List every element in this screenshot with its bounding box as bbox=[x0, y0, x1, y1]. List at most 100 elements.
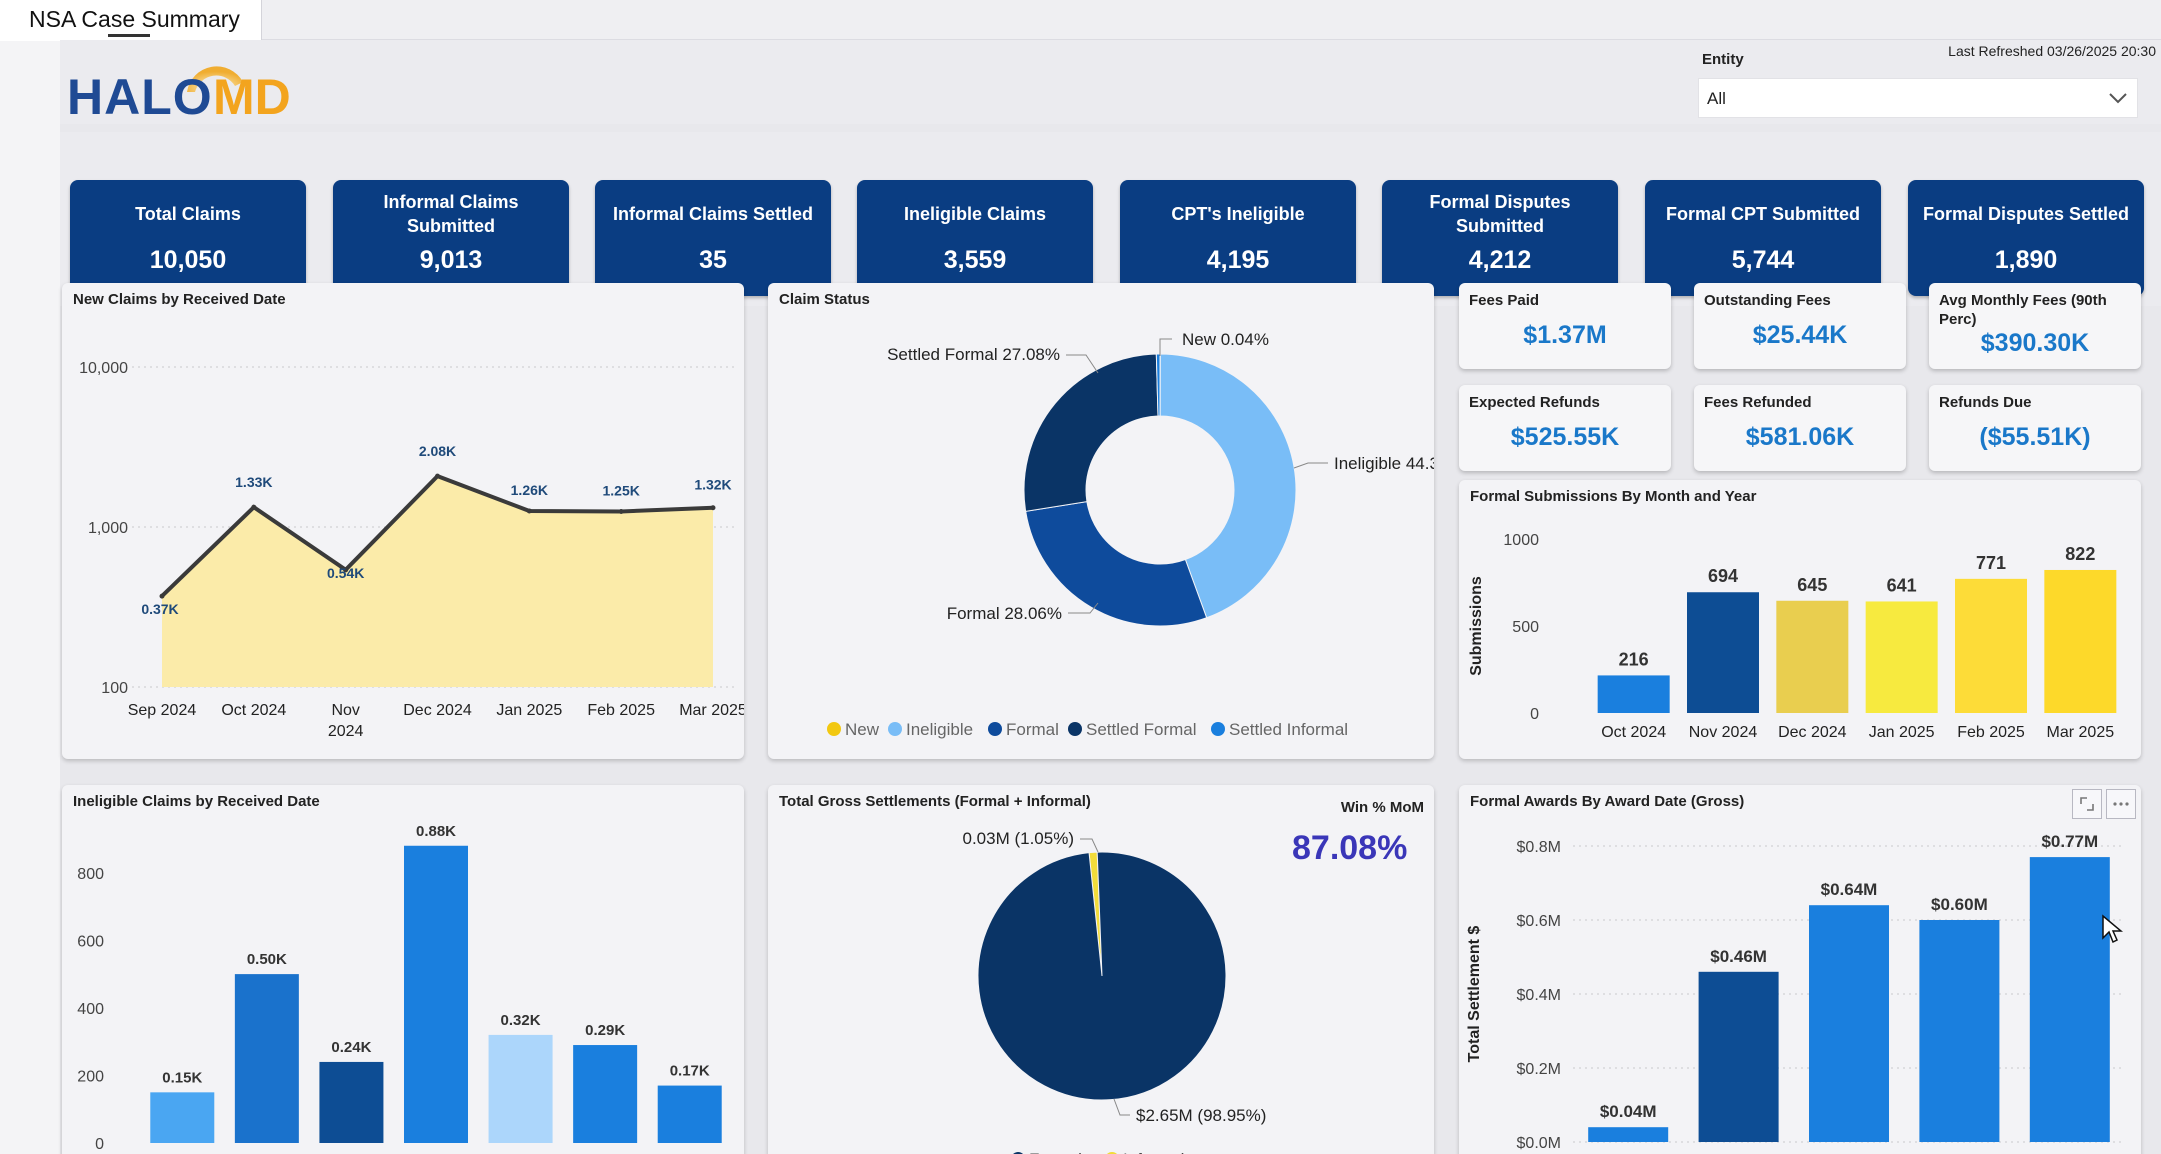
svg-text:HALO: HALO bbox=[67, 69, 213, 122]
leader-line bbox=[1293, 462, 1328, 469]
data-label: 2.08K bbox=[419, 443, 456, 459]
slice-label: 0.03M (1.05%) bbox=[963, 829, 1075, 848]
data-label: 1.33K bbox=[235, 474, 272, 490]
formal-awards-bar-chart: $0.0M$0.2M$0.4M$0.6M$0.8M$0.04MNov 2024$… bbox=[1466, 832, 2125, 1154]
report-canvas: HALO MD Entity All Last Refreshed 03/26/… bbox=[60, 40, 2161, 1154]
data-label: 0.29K bbox=[585, 1022, 625, 1039]
bar bbox=[150, 1092, 215, 1143]
legend-marker bbox=[827, 722, 841, 736]
y-tick-label: 600 bbox=[77, 933, 104, 950]
formal-awards-chart-card[interactable]: Formal Awards By Award Date (Gross) $0.0… bbox=[1459, 785, 2141, 1154]
y-tick-label: 0 bbox=[95, 1136, 104, 1153]
bar bbox=[573, 1045, 638, 1143]
data-label: 1.26K bbox=[511, 482, 548, 498]
fee-value: $525.55K bbox=[1510, 423, 1620, 451]
gross-settlements-chart-card[interactable]: Total Gross Settlements (Formal + Inform… bbox=[768, 785, 1434, 1154]
page-tab-bar: NSA Case Summary bbox=[0, 0, 2161, 41]
report-header: HALO MD Entity All Last Refreshed 03/26/… bbox=[60, 40, 2161, 124]
data-label: 0.15K bbox=[162, 1069, 202, 1086]
kpi-label: Ineligible Claims bbox=[903, 204, 1047, 224]
mouse-cursor-icon bbox=[2102, 914, 2123, 944]
leader-line bbox=[1159, 338, 1172, 356]
slice-label: Settled Formal 27.08% bbox=[887, 345, 1060, 364]
y-tick-label: 10,000 bbox=[79, 360, 128, 377]
legend-label: Settled Formal bbox=[1086, 720, 1197, 739]
legend-label: Informal bbox=[1123, 1150, 1184, 1154]
y-axis-title: Submissions bbox=[1468, 576, 1485, 676]
x-tick-label: Feb 2025 bbox=[587, 702, 655, 719]
x-tick-label: Sep 2024 bbox=[128, 702, 197, 719]
fee-card-expected-refunds: Expected Refunds $525.55K bbox=[1459, 385, 1671, 471]
x-tick-label: Mar 2025 bbox=[679, 702, 744, 719]
donut-slice-ineligible bbox=[1159, 353, 1297, 619]
bar bbox=[1687, 592, 1759, 713]
data-label: 0.17K bbox=[670, 1063, 710, 1080]
tab-nsa-case-summary[interactable]: NSA Case Summary bbox=[0, 0, 262, 41]
donut-slice-settled-formal bbox=[1023, 353, 1159, 512]
data-label: 771 bbox=[1976, 553, 2006, 573]
new-claims-area-chart: 10,000 1,000 100 0.37K Sep 2024 1.33K Oct 2024… bbox=[79, 360, 744, 740]
chevron-down-icon bbox=[2109, 93, 2127, 104]
chart-title: Claim Status bbox=[779, 291, 870, 308]
data-label: 0.54K bbox=[327, 565, 364, 581]
data-label: 0.24K bbox=[331, 1039, 371, 1056]
legend-marker bbox=[1068, 722, 1082, 736]
chart-title: New Claims by Received Date bbox=[73, 291, 286, 308]
leader-line bbox=[1080, 838, 1099, 853]
x-tick-label: Jan 2025 bbox=[496, 702, 562, 719]
x-tick-label: Jan 2025 bbox=[1869, 724, 1935, 741]
y-axis-title: Total Settlement $ bbox=[1466, 926, 1483, 1063]
data-label: 694 bbox=[1708, 566, 1738, 586]
x-tick-label: Mar 2025 bbox=[2047, 724, 2115, 741]
win-pct-label: Win % MoM bbox=[1340, 799, 1424, 816]
kpi-value: 5,744 bbox=[1731, 246, 1795, 274]
formal-submissions-chart-card[interactable]: Formal Submissions By Month and Year 0 50… bbox=[1459, 480, 2141, 759]
tab-label: NSA Case Summary bbox=[29, 6, 240, 32]
kpi-value: 35 bbox=[699, 246, 727, 274]
y-tick-label: 100 bbox=[101, 680, 128, 697]
claim-status-chart-card[interactable]: Claim Status New 0.04% Ineligible 44.39% F… bbox=[768, 283, 1434, 759]
chart-title: Formal Submissions By Month and Year bbox=[1470, 488, 1757, 505]
data-label: 0.50K bbox=[247, 951, 287, 968]
area-fill bbox=[162, 476, 713, 687]
legend-marker bbox=[988, 722, 1002, 736]
legend-marker bbox=[1211, 722, 1225, 736]
data-label: 0.88K bbox=[416, 823, 456, 840]
kpi-card-informal-submitted: Informal Claims Submitted 9,013 bbox=[333, 180, 569, 296]
bar bbox=[404, 845, 468, 1143]
kpi-card-formal-disputes-settled: Formal Disputes Settled 1,890 bbox=[1908, 180, 2144, 296]
bar bbox=[657, 1085, 722, 1143]
bar bbox=[1597, 675, 1670, 713]
y-tick-label: $0.4M bbox=[1517, 987, 1561, 1004]
data-label: $0.77M bbox=[2041, 832, 2098, 851]
kpi-value: 10,050 bbox=[149, 246, 227, 274]
fee-value: ($55.51K) bbox=[1979, 423, 2091, 451]
fee-value: $1.37M bbox=[1523, 321, 1607, 349]
data-label: $0.46M bbox=[1710, 947, 1767, 966]
kpi-label: Total Claims bbox=[135, 204, 241, 224]
more-options-icon[interactable] bbox=[2106, 789, 2136, 819]
bar bbox=[1588, 1127, 1669, 1142]
kpi-value: 3,559 bbox=[943, 246, 1007, 274]
entity-dropdown-value: All bbox=[1707, 89, 1726, 108]
kpi-card-formal-disputes-submitted: Formal Disputes Submitted 4,212 bbox=[1382, 180, 1618, 296]
bar bbox=[1865, 601, 1938, 713]
legend-label: Ineligible bbox=[906, 720, 973, 739]
kpi-card-ineligible-claims: Ineligible Claims 3,559 bbox=[857, 180, 1093, 296]
new-claims-chart-card[interactable]: New Claims by Received Date 10,000 1,000 1… bbox=[62, 283, 744, 759]
y-tick-label: 1,000 bbox=[88, 520, 128, 537]
data-label: $0.04M bbox=[1600, 1102, 1657, 1121]
chart-title: Formal Awards By Award Date (Gross) bbox=[1470, 793, 1745, 810]
data-label: 645 bbox=[1797, 575, 1827, 595]
svg-text:MD: MD bbox=[213, 69, 291, 122]
x-tick-label: 2024 bbox=[328, 723, 364, 740]
entity-dropdown[interactable]: All bbox=[1698, 78, 2138, 118]
ineligible-claims-chart-card[interactable]: Ineligible Claims by Received Date 0 200 4… bbox=[62, 785, 744, 1154]
bar bbox=[319, 1061, 384, 1143]
donut-slice-settled-informal bbox=[1155, 353, 1161, 417]
y-tick-label: 800 bbox=[77, 866, 104, 883]
data-label: $0.60M bbox=[1931, 895, 1988, 914]
focus-mode-icon[interactable] bbox=[2072, 789, 2102, 819]
chart-title: Total Gross Settlements (Formal + Inform… bbox=[779, 793, 1091, 810]
kpi-value: 9,013 bbox=[419, 246, 483, 274]
